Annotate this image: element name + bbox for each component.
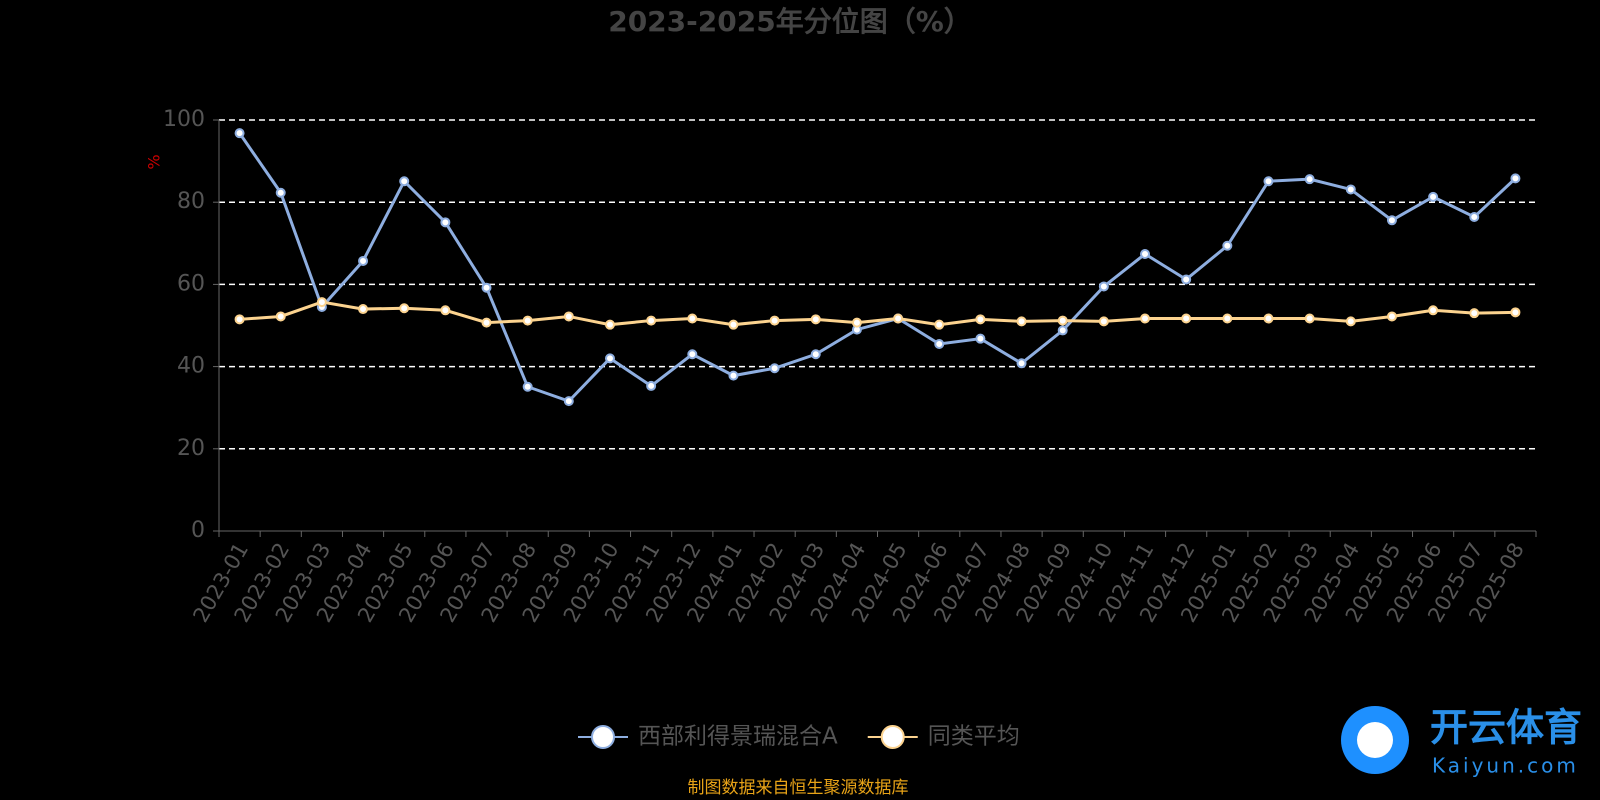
logo-ball (1357, 722, 1393, 758)
legend-label: 同类平均 (928, 724, 1020, 750)
data-point (1304, 313, 1315, 324)
data-point (1386, 311, 1397, 322)
y-tick-label: 0 (191, 518, 205, 543)
data-point (810, 314, 821, 325)
y-tick-label: 60 (177, 271, 205, 296)
y-tick-label: 80 (177, 189, 205, 214)
data-point (1304, 174, 1315, 185)
data-point (1469, 211, 1480, 222)
data-point (481, 317, 492, 328)
data-point (1469, 308, 1480, 319)
y-tick-label: 40 (177, 354, 205, 379)
data-point (275, 187, 286, 198)
data-point (522, 315, 533, 326)
data-point (1140, 313, 1151, 324)
data-point (728, 319, 739, 330)
data-point (1263, 176, 1274, 187)
data-point (1510, 173, 1521, 184)
data-point (604, 319, 615, 330)
data-point (646, 380, 657, 391)
data-point (522, 381, 533, 392)
data-point (769, 315, 780, 326)
data-point (893, 313, 904, 324)
data-point (646, 315, 657, 326)
data-point (563, 311, 574, 322)
data-point (234, 314, 245, 325)
data-point (1345, 184, 1356, 195)
data-point (234, 128, 245, 139)
data-point (1057, 325, 1068, 336)
y-tick-label: 100 (163, 107, 205, 132)
data-point (687, 313, 698, 324)
data-point (604, 353, 615, 364)
data-point (399, 176, 410, 187)
data-point (810, 349, 821, 360)
watermark-text: 开云体育 (1430, 706, 1582, 750)
data-point (1016, 358, 1027, 369)
data-point (1428, 305, 1439, 316)
data-point (1098, 281, 1109, 292)
data-point (1016, 316, 1027, 327)
y-tick-label: 20 (177, 436, 205, 461)
data-point (1222, 313, 1233, 324)
data-point (934, 319, 945, 330)
source: 制图数据来自恒生聚源数据库 (688, 778, 909, 798)
chart-title: 2023-2025年分位图（%） (608, 5, 972, 38)
watermark: 开云体育 Kaiyun.com (1341, 706, 1582, 778)
data-point (975, 333, 986, 344)
data-point (1428, 191, 1439, 202)
data-point (1345, 316, 1356, 327)
series-line (239, 300, 1516, 327)
legend-marker (880, 725, 905, 749)
data-point (1140, 248, 1151, 259)
data-point (481, 282, 492, 293)
data-point (1098, 316, 1109, 327)
data-point (687, 349, 698, 360)
data-point (358, 255, 369, 266)
data-point (1510, 307, 1521, 318)
data-point (563, 396, 574, 407)
data-point (275, 311, 286, 322)
y-axis-label: % (145, 154, 164, 169)
data-point (1386, 215, 1397, 226)
data-point (316, 297, 327, 308)
data-point (728, 370, 739, 381)
data-point (440, 217, 451, 228)
watermark-url: Kaiyun.com (1432, 754, 1579, 778)
data-point (1181, 274, 1192, 285)
data-point (851, 317, 862, 328)
data-point (1222, 240, 1233, 251)
data-point (358, 304, 369, 315)
series-line (238, 132, 1517, 403)
data-point (934, 338, 945, 349)
data-point (1263, 313, 1274, 324)
data-point (399, 303, 410, 314)
data-point (769, 363, 780, 374)
data-point (440, 305, 451, 316)
data-point (1181, 313, 1192, 324)
legend-marker (591, 725, 615, 749)
legend-label: 西部利得景瑞混合A (638, 724, 838, 750)
data-point (1057, 315, 1068, 326)
data-point (975, 314, 986, 325)
